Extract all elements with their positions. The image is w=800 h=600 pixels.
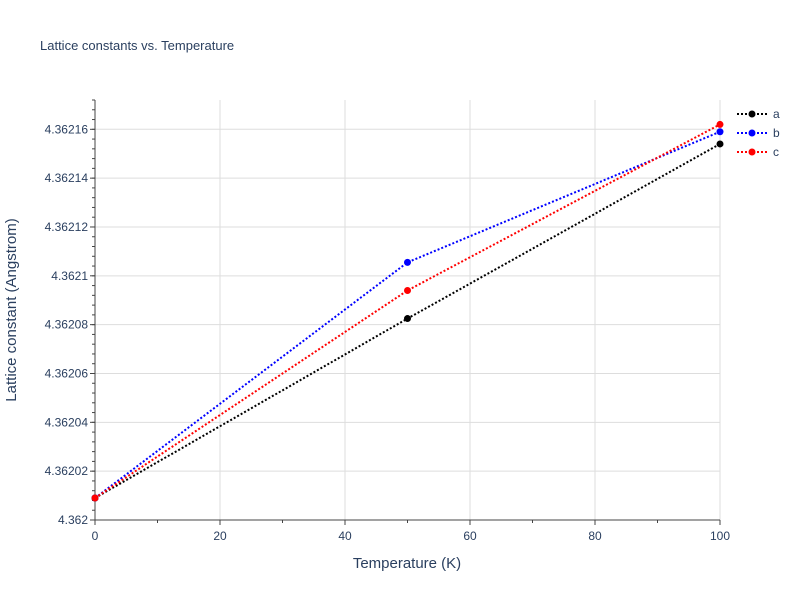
y-tick-label: 4.36206 [45,366,89,380]
y-tick-label: 4.3621 [51,269,88,283]
y-tick-label: 4.362 [58,513,88,527]
x-tick-label: 0 [92,529,99,543]
x-tick-label: 60 [463,529,477,543]
x-tick-label: 80 [588,529,602,543]
plot-area [91,120,724,502]
legend-label-a[interactable]: a [773,107,780,121]
y-tick-label: 4.36202 [45,464,89,478]
y-axis-title: Lattice constant (Angstrom) [3,218,20,401]
data-point-a [716,140,724,148]
data-point-a [404,315,411,323]
x-tick-label: 100 [710,529,730,543]
legend[interactable]: abc [737,107,780,159]
axes: 0 20 40 60 80 100 4.362 4.36202 4.36204 4.36206 4.… [45,99,730,543]
y-tick-label: 4.36216 [45,122,89,136]
series-line-c [94,123,721,499]
grid [94,100,721,521]
x-tick-label: 20 [213,529,227,543]
legend-label-c[interactable]: c [773,145,779,159]
legend-marker-a[interactable] [748,110,756,118]
y-tick-label: 4.36208 [45,318,89,332]
x-axis-title: Temperature (K) [353,555,461,572]
data-point-b [716,128,724,136]
chart-title: Lattice constants vs. Temperature [40,38,234,53]
data-point-c [716,120,724,128]
data-point-b [404,258,411,266]
y-tick-label: 4.36204 [45,415,89,429]
x-tick-label: 40 [338,529,352,543]
legend-marker-c[interactable] [748,148,756,156]
data-point-c [91,494,99,502]
data-point-c [404,286,411,294]
legend-marker-b[interactable] [748,129,756,137]
legend-label-b[interactable]: b [773,126,780,140]
y-tick-label: 4.36212 [45,220,89,234]
y-tick-label: 4.36214 [45,171,89,185]
series-line-b [94,130,721,499]
